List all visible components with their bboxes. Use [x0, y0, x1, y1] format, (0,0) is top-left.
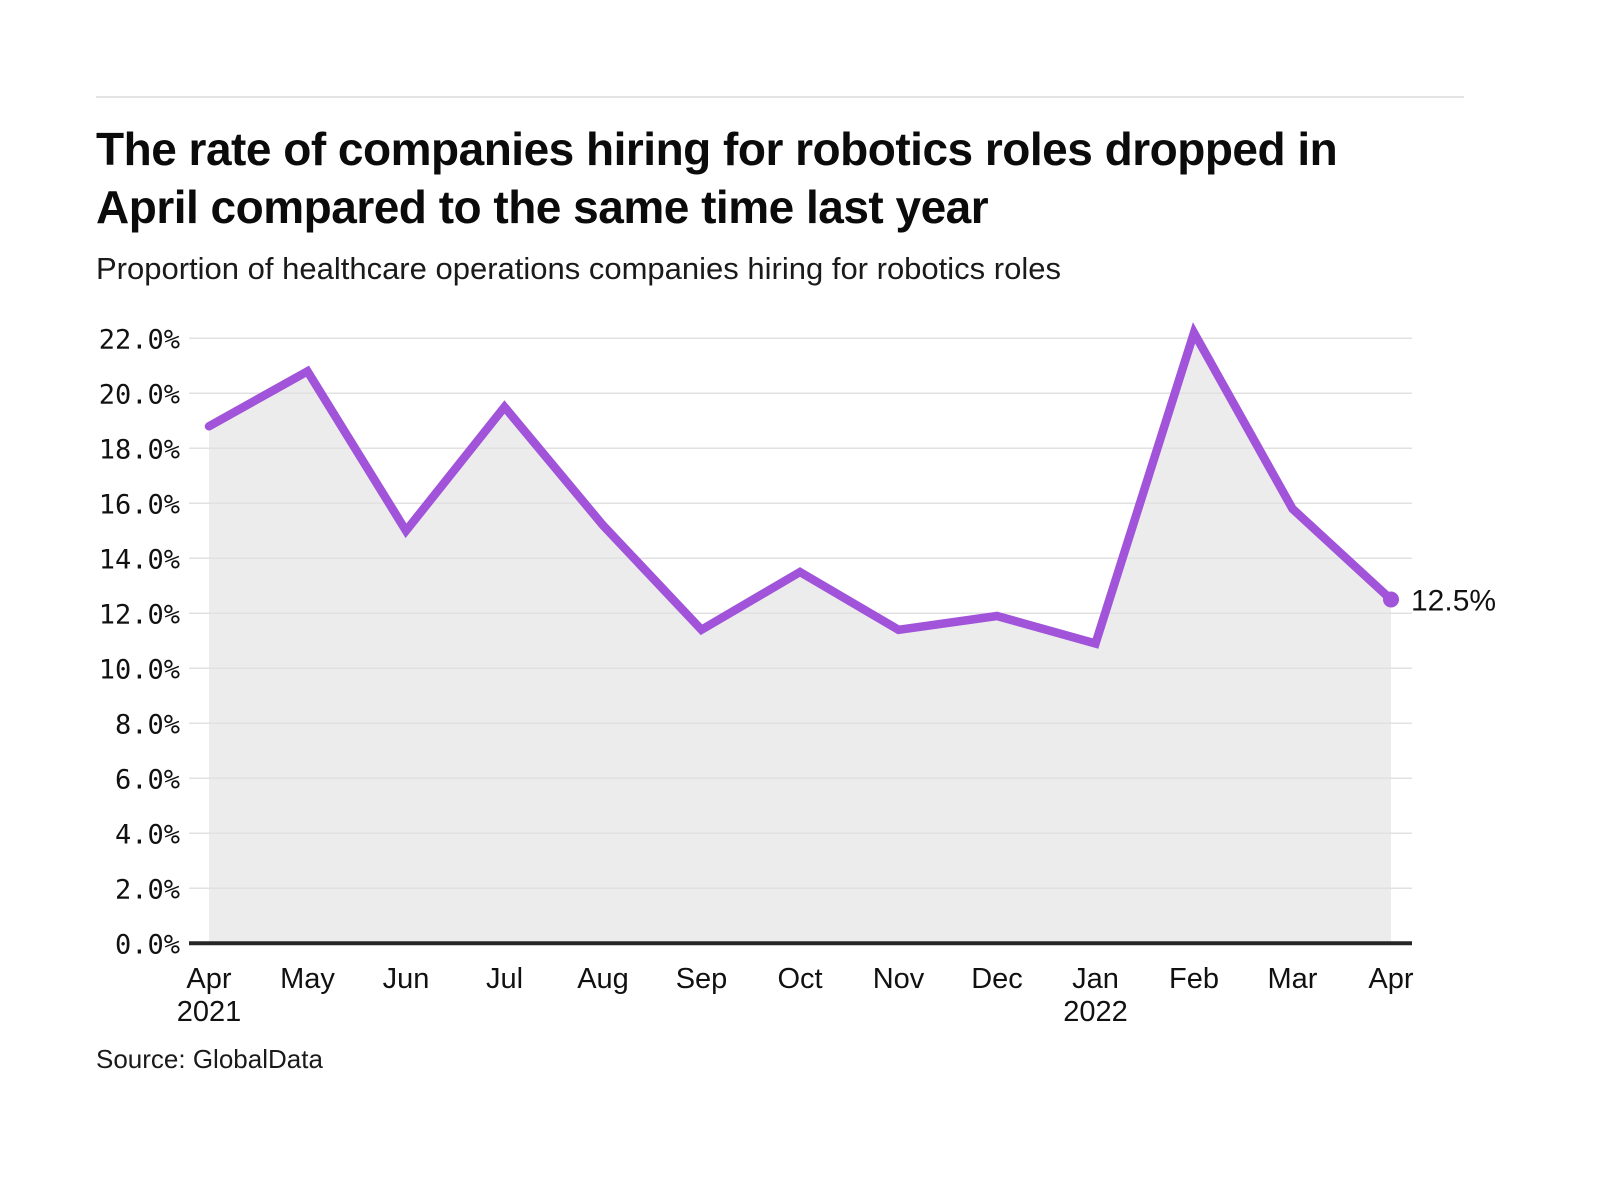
area-fill	[209, 332, 1391, 944]
x-tick-label: Nov	[873, 963, 925, 995]
y-tick-label: 20.0%	[99, 379, 180, 410]
x-tick-label: Sep	[676, 963, 728, 995]
source-attribution: Source: GlobalData	[96, 1044, 323, 1074]
end-point-marker	[1383, 591, 1399, 608]
x-tick-label: Jan	[1072, 963, 1119, 995]
series-line	[204, 322, 1396, 649]
x-tick-label: Apr	[186, 963, 231, 995]
chart-title: The rate of companies hiring for robotic…	[96, 123, 1338, 233]
chart-subtitle: Proportion of healthcare operations comp…	[96, 251, 1061, 286]
x-tick-label: Aug	[577, 963, 629, 995]
x-tick-label: May	[280, 963, 335, 995]
y-tick-label: 12.0%	[99, 599, 180, 630]
y-tick-label: 4.0%	[115, 819, 180, 850]
x-tick-label: Dec	[971, 963, 1023, 995]
y-tick-label: 8.0%	[115, 709, 180, 740]
y-tick-label: 18.0%	[99, 434, 180, 465]
end-value-label: 12.5%	[1411, 585, 1496, 618]
y-tick-label: 22.0%	[99, 324, 180, 355]
y-tick-label: 2.0%	[115, 874, 180, 905]
y-tick-label: 16.0%	[99, 489, 180, 520]
y-tick-label: 0.0%	[115, 929, 180, 960]
top-divider	[96, 96, 1464, 98]
x-tick-year-label: 2021	[177, 996, 242, 1028]
y-tick-label: 14.0%	[99, 544, 180, 575]
x-tick-label: Jul	[486, 963, 523, 995]
x-tick-label: Oct	[777, 963, 822, 995]
x-tick-label: Mar	[1268, 963, 1318, 995]
y-tick-label: 6.0%	[115, 764, 180, 795]
x-tick-label: Apr	[1368, 963, 1413, 995]
x-tick-label: Feb	[1169, 963, 1219, 995]
x-tick-label: Jun	[383, 963, 430, 995]
y-tick-label: 10.0%	[99, 654, 180, 685]
x-tick-year-label: 2022	[1063, 996, 1128, 1028]
